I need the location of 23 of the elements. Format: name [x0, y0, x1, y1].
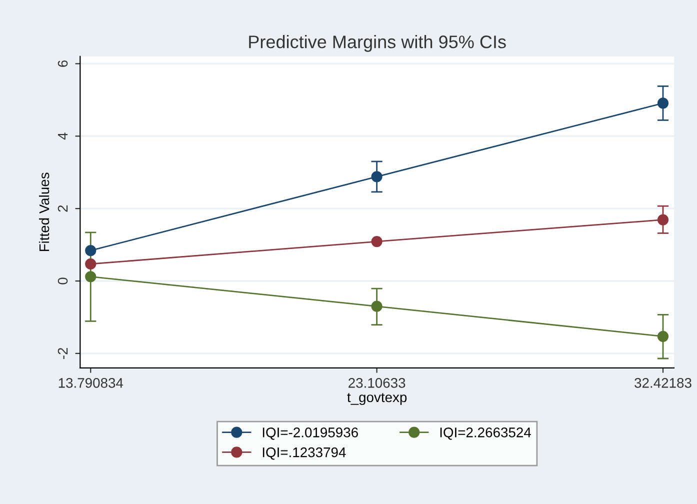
point [85, 245, 96, 256]
point [371, 300, 382, 312]
x-tick-label: 23.10633 [348, 378, 406, 388]
chart-title: Predictive Margins with 95% CIs [249, 35, 506, 52]
legend-label: IQI=2.2663524 [440, 428, 531, 440]
y-tick-label: 0 [58, 278, 68, 284]
point [371, 171, 382, 182]
point [371, 236, 382, 248]
y-tick-label: 2 [58, 205, 68, 212]
legend-label: IQI=.1233794 [262, 447, 346, 460]
point [657, 330, 669, 342]
x-tick-label: 13.790834 [58, 378, 124, 388]
y-axis-title: Fitted Values [38, 172, 50, 252]
x-axis-title: t_govtexp [347, 393, 407, 405]
point [657, 98, 669, 109]
point [85, 258, 96, 270]
y-tick-label: 6 [58, 60, 68, 67]
y-tick-label: -2 [58, 348, 68, 359]
point [85, 271, 96, 282]
legend-label: IQI=-2.0195936 [262, 428, 358, 440]
y-tick-label: 4 [58, 132, 68, 140]
point [657, 214, 669, 226]
x-tick-label: 32.42183 [634, 378, 692, 388]
